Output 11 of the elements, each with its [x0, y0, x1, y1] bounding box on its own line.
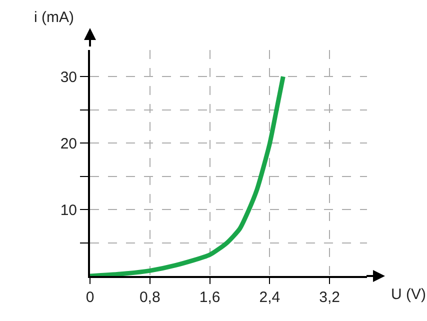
line-series — [90, 74, 286, 276]
x-tick-label: 2,4 — [259, 289, 280, 306]
y-axis-title: i (mA) — [34, 9, 74, 26]
x-tick-label: 0 — [86, 289, 94, 306]
x-tick-label: 0,8 — [139, 289, 160, 306]
y-tick-label: 30 — [60, 68, 77, 86]
x-tick-label: 1,6 — [199, 289, 220, 306]
y-tick-label: 20 — [60, 135, 77, 152]
x-axis-title: U (V) — [391, 286, 426, 303]
y-tick-label: 10 — [60, 202, 77, 219]
x-tick-label: 3,2 — [319, 289, 340, 306]
